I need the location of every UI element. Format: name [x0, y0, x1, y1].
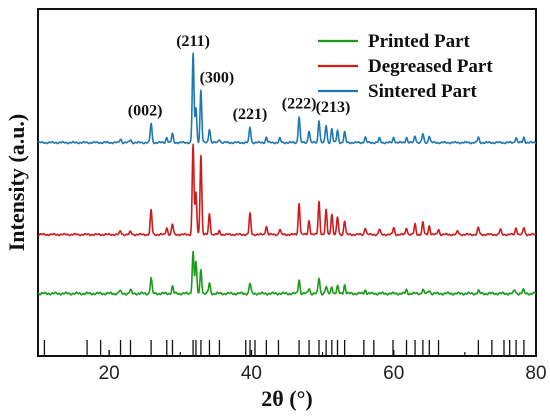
peak-labels: (002) (211) (300) (221) (222) (213) [128, 33, 351, 123]
legend: Printed Part Degreased Part Sintered Part [318, 31, 493, 102]
legend-label: Printed Part [368, 31, 471, 52]
x-tick-label: 60 [383, 363, 404, 384]
peak-label: (300) [200, 70, 235, 87]
peak-label: (002) [128, 103, 163, 120]
x-tick-label: 20 [99, 363, 120, 384]
series-line-sintered-part [37, 52, 537, 145]
peak-label: (221) [233, 106, 268, 123]
x-tick-label: 80 [525, 363, 546, 384]
peak-label: (222) [282, 96, 317, 113]
legend-label: Degreased Part [368, 56, 493, 77]
peak-label: (213) [316, 99, 351, 116]
y-axis-title: Intensity (a.u.) [4, 114, 29, 252]
reference-pattern-lines [43, 340, 525, 356]
series-line-degreased-part [37, 143, 537, 237]
x-axis-ticks: 20 40 60 80 [37, 350, 547, 384]
peak-label: (211) [176, 33, 210, 50]
x-tick-label: 40 [241, 363, 262, 384]
plot-area [37, 8, 537, 357]
plot-frame [37, 8, 537, 357]
series-line-printed-part [37, 250, 537, 296]
legend-label: Sintered Part [368, 81, 478, 102]
series-layer [37, 52, 537, 296]
x-axis-title: 2θ (°) [261, 386, 312, 411]
